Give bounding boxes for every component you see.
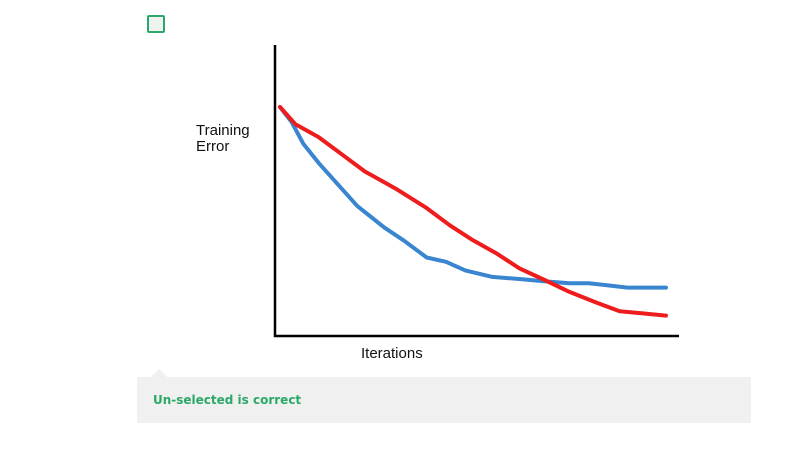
x-axis-label: Iterations: [361, 345, 423, 362]
chart-curves: [278, 105, 668, 318]
axis-lines: [273, 45, 679, 338]
feedback-pointer: [151, 369, 167, 377]
chart-axes: [273, 45, 679, 338]
red-curve-line: [278, 105, 668, 318]
feedback-text: Un-selected is correct: [153, 393, 302, 407]
y-axis-label: Training Error: [196, 122, 250, 155]
blue-curve-line: [278, 105, 668, 290]
feedback-box: Un-selected is correct: [137, 377, 751, 423]
answer-checkbox[interactable]: [147, 15, 165, 33]
